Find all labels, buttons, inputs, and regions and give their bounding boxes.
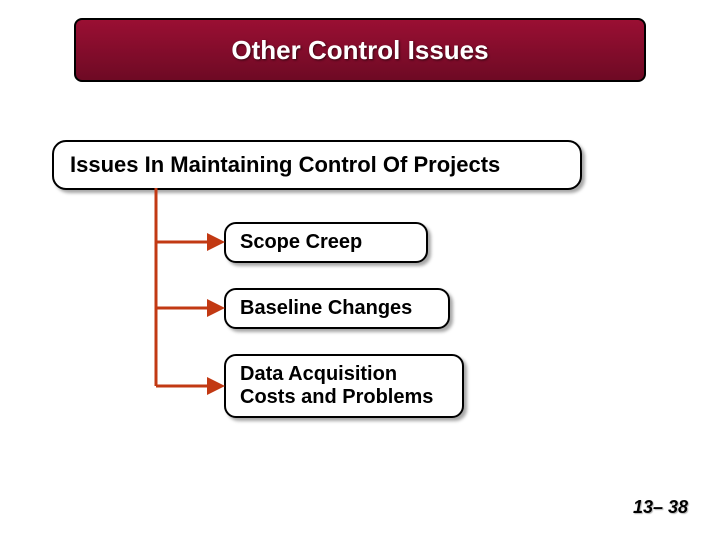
child-box-baseline-changes: Baseline Changes xyxy=(224,288,450,329)
child-box-data-acquisition: Data Acquisition Costs and Problems xyxy=(224,354,464,418)
child-label: Baseline Changes xyxy=(240,297,412,319)
title-text: Other Control Issues xyxy=(231,35,488,66)
child-label: Data Acquisition Costs and Problems xyxy=(240,363,433,408)
child-label: Scope Creep xyxy=(240,231,362,253)
top-category-box: Issues In Maintaining Control Of Project… xyxy=(52,140,582,190)
title-banner: Other Control Issues xyxy=(74,18,646,82)
page-number: 13– 38 xyxy=(633,497,688,518)
top-category-label: Issues In Maintaining Control Of Project… xyxy=(70,152,500,177)
child-box-scope-creep: Scope Creep xyxy=(224,222,428,263)
